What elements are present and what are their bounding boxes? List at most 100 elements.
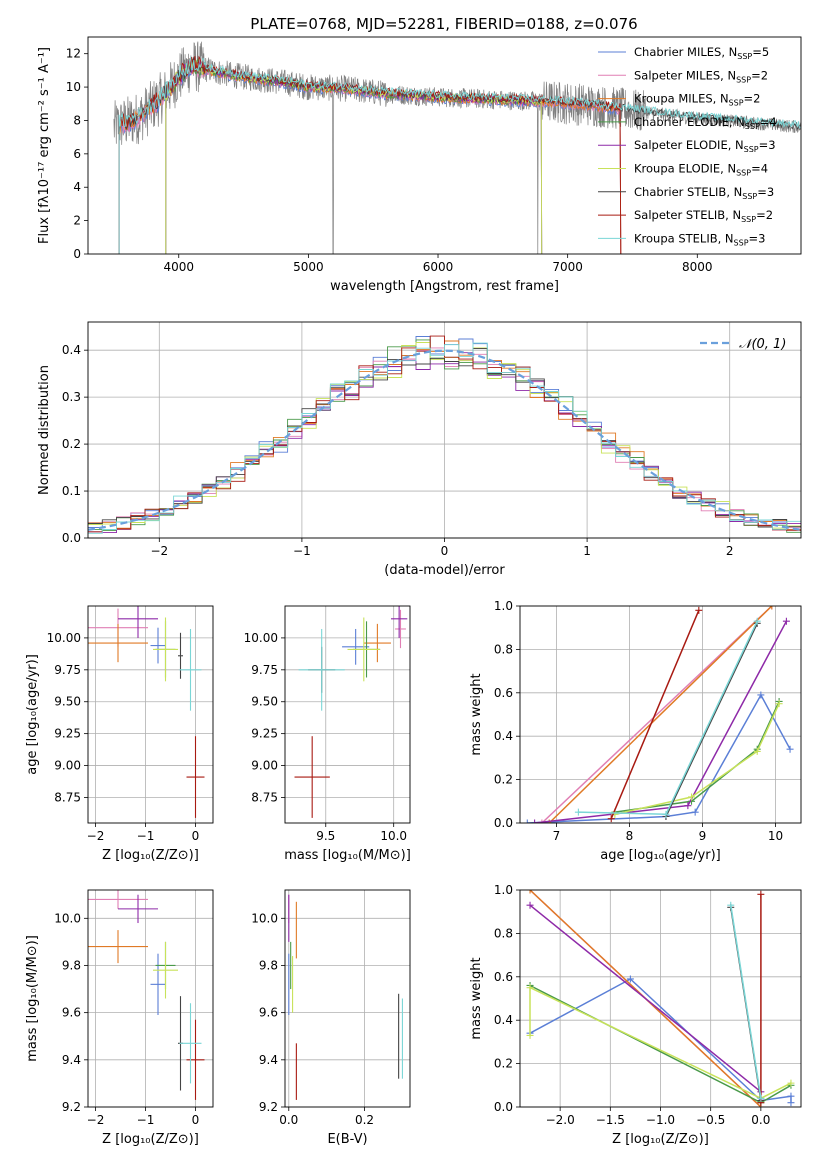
- mass-vs-z-axes: −2 −1 0 9.2 9.4 9.6 9.8 10.0 Z [log₁₀(Z/Z⊙)] mass…: [25, 890, 213, 1147]
- weight-vs-age-marker-salpeter_elodie: [531, 819, 539, 823]
- weight-vs-age-marker-chabrier_miles: [523, 819, 531, 823]
- weight-vs-z-marker-kroupa_elodie: [526, 1031, 534, 1039]
- spectrum-ylabel: Flux [fλ10⁻¹⁷ erg cm⁻² s⁻¹ A⁻¹]: [37, 47, 52, 244]
- legend-label-salpeter_elodie: Salpeter ELODIE, NSSP=3: [634, 138, 776, 154]
- age-vs-z-point-chabrier_stelib: [178, 632, 183, 679]
- weight-vs-age-marker-chabrier_miles: [786, 745, 794, 753]
- mass-vs-z-xlabel: Z [log₁₀(Z/Z⊙)]: [102, 1132, 199, 1147]
- age-vs-z-point-kroupa_miles: [88, 623, 148, 663]
- spectrum-frame: [87, 36, 802, 255]
- spectrum-ytick-label: 0: [73, 247, 81, 261]
- mass-vs-z-point-salpeter_stelib: [186, 1019, 205, 1100]
- weight-vs-z-ytick-label: 0.4: [494, 1013, 513, 1027]
- age-vs-z-point-salpeter_stelib: [186, 736, 205, 818]
- spectrum-xtick-label: 7000: [552, 260, 583, 274]
- weight-vs-z-xtick-label: −0.5: [696, 1113, 725, 1127]
- mass-vs-z-xtick-label: 0: [192, 1113, 200, 1127]
- legend-label-kroupa_miles: Kroupa MILES, NSSP=2: [634, 92, 760, 108]
- legend-value: =4: [751, 162, 768, 176]
- weight-vs-z-marker-kroupa_stelib: [727, 901, 735, 909]
- age-vs-z-points: [88, 606, 205, 818]
- mass-vs-ebv-xlabel: E(B-V): [327, 1132, 367, 1147]
- legend-label-chabrier_stelib: Chabrier STELIB, NSSP=3: [634, 185, 774, 201]
- mass-vs-z-xtick-label: −2: [87, 1113, 105, 1127]
- spectrum-xtick-label: 4000: [163, 260, 194, 274]
- residuals-ytick-label: 0.3: [62, 390, 81, 404]
- residuals-xtick-label: −1: [293, 544, 311, 558]
- residuals-ytick-label: 0.1: [62, 484, 81, 498]
- legend-label-kroupa_stelib: Kroupa STELIB, NSSP=3: [634, 231, 765, 247]
- age-vs-z-ytick-label: 9.75: [54, 663, 81, 677]
- weight-vs-z-frame: [519, 889, 802, 1108]
- weight-vs-age-marker-kroupa_elodie: [775, 700, 783, 708]
- spectrum-ytick-label: 2: [73, 214, 81, 228]
- residuals-ylabel: Normed distribution: [37, 365, 52, 495]
- legend-subscript: SSP: [736, 75, 751, 84]
- weight-vs-z-axes: −2.0 −1.5 −1.0 −0.5 0.0 0.0 0.2 0.4 0.6 0.8 1.0 Z […: [469, 883, 801, 1147]
- weight-vs-age-line-salpeter_stelib: [610, 610, 700, 819]
- mass-vs-z-point-chabrier_miles: [150, 953, 166, 1016]
- mass-vs-z-ylabel: mass [log₁₀(M/M⊙)]: [25, 935, 40, 1062]
- age-vs-z-ytick-label: 8.75: [54, 790, 81, 804]
- legend-value: =2: [751, 68, 768, 82]
- weight-vs-z-line-kroupa_stelib: [730, 905, 762, 1099]
- mass-vs-z-point-kroupa_elodie: [153, 941, 178, 999]
- age-vs-z-ytick-label: 9.00: [54, 759, 81, 773]
- mass-vs-ebv-ytick-label: 9.4: [259, 1053, 278, 1067]
- spectrum-xlabel: wavelength [Angstrom, rest frame]: [330, 279, 559, 294]
- weight-vs-age-ylabel: mass weight: [469, 673, 484, 755]
- residuals-ytick-label: 0.0: [62, 531, 81, 545]
- weight-vs-age-marker-kroupa_stelib: [574, 808, 582, 816]
- age-vs-mass-point-salpeter_miles: [395, 609, 406, 649]
- legend-text: Kroupa ELODIE, N: [634, 162, 736, 176]
- spectrum-model-chabrier_stelib: [118, 56, 801, 254]
- weight-vs-age-line-kroupa_miles: [548, 606, 773, 823]
- weight-vs-z-ytick-label: 0.2: [494, 1057, 513, 1071]
- mass-vs-ebv-frame: [284, 889, 411, 1108]
- age-vs-z-point-salpeter_elodie: [118, 606, 158, 638]
- mass-vs-z-ytick-label: 9.6: [62, 1006, 81, 1020]
- weight-vs-age-ytick-label: 0.8: [494, 642, 513, 656]
- weight-vs-z-marker-salpeter_elodie: [526, 901, 534, 909]
- spectrum-xtick-label: 5000: [293, 260, 324, 274]
- age-vs-z-xtick-label: −2: [87, 829, 105, 843]
- weight-vs-z-ytick-label: 0.8: [494, 926, 513, 940]
- age-vs-mass-ytick-label: 9.00: [251, 759, 278, 773]
- age-vs-mass-points: [294, 606, 408, 818]
- mass-vs-z-point-salpeter_miles: [88, 890, 148, 909]
- mass-vs-z-ytick-label: 9.8: [62, 958, 81, 972]
- weight-vs-age-ytick-label: 0.6: [494, 686, 513, 700]
- mass-vs-ebv-ytick-label: 10.0: [251, 911, 278, 925]
- legend-label-chabrier_miles: Chabrier MILES, NSSP=5: [634, 45, 769, 61]
- weight-vs-age-series: [523, 606, 794, 823]
- age-vs-mass-xlabel: mass [log₁₀(M/M⊙)]: [284, 848, 411, 863]
- age-vs-z-point-kroupa_stelib: [179, 628, 202, 711]
- age-vs-z-ytick-label: 10.00: [47, 631, 81, 645]
- weight-vs-age-marker-salpeter_elodie: [684, 802, 692, 810]
- weight-vs-z-xtick-label: −1.5: [596, 1113, 625, 1127]
- weight-vs-z-marker-chabrier_miles: [787, 1092, 795, 1100]
- weight-vs-age-line-kroupa_elodie: [614, 703, 780, 816]
- legend-value: =2: [756, 208, 773, 222]
- legend-subscript: SSP: [737, 52, 752, 61]
- weight-vs-z-xtick-label: −1.0: [646, 1113, 675, 1127]
- weight-vs-age-marker-kroupa_miles: [768, 606, 776, 610]
- residuals-xlabel: (data-model)/error: [384, 563, 505, 578]
- spectrum-ytick-label: 10: [66, 80, 81, 94]
- mass-vs-ebv-points: [288, 894, 403, 1100]
- age-vs-mass-point-kroupa_elodie: [347, 617, 381, 682]
- legend-label-salpeter_stelib: Salpeter STELIB, NSSP=2: [634, 208, 773, 224]
- weight-vs-z-marker-kroupa_elodie: [787, 1079, 795, 1087]
- mass-vs-z-point-salpeter_elodie: [118, 894, 158, 924]
- weight-vs-z-xlabel: Z [log₁₀(Z/Z⊙)]: [612, 1132, 709, 1147]
- weight-vs-age-xtick-label: 7: [553, 829, 561, 843]
- weight-vs-age-ytick-label: 0.0: [494, 816, 513, 830]
- spectrum-ytick-label: 8: [73, 113, 81, 127]
- legend-text: Chabrier STELIB, N: [634, 185, 742, 199]
- legend-subscript: SSP: [736, 169, 751, 178]
- weight-vs-age-xlabel: age [log₁₀(age/yr)]: [600, 848, 721, 863]
- mass-vs-ebv-ytick-label: 9.8: [259, 958, 278, 972]
- spectrum-ytick-label: 4: [73, 180, 81, 194]
- age-vs-z-ylabel: age [log₁₀(age/yr)]: [25, 654, 40, 775]
